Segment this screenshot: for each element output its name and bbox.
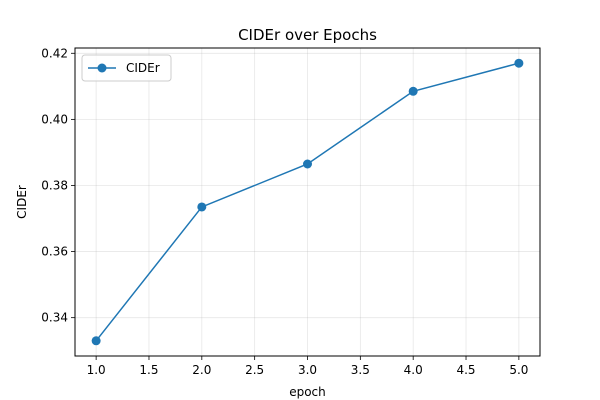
y-tick-label: 0.42 bbox=[41, 46, 68, 60]
y-tick-label: 0.34 bbox=[41, 311, 68, 325]
x-tick-label: 4.0 bbox=[404, 363, 423, 377]
x-tick-label: 2.0 bbox=[192, 363, 211, 377]
x-tick-label: 4.5 bbox=[456, 363, 475, 377]
data-point bbox=[408, 86, 418, 96]
legend-marker bbox=[97, 63, 107, 73]
x-tick-label: 1.5 bbox=[139, 363, 158, 377]
y-tick-label: 0.36 bbox=[41, 245, 68, 259]
y-axis: 0.34 0.36 0.38 0.40 0.42 bbox=[41, 46, 75, 325]
x-tick-label: 2.5 bbox=[245, 363, 264, 377]
y-tick-label: 0.38 bbox=[41, 178, 68, 192]
x-tick-label: 5.0 bbox=[509, 363, 528, 377]
legend-label: CIDEr bbox=[126, 61, 160, 75]
chart-title: CIDEr over Epochs bbox=[238, 26, 377, 44]
grid bbox=[75, 48, 540, 356]
legend: CIDEr bbox=[81, 54, 172, 82]
data-point bbox=[197, 202, 207, 212]
data-point bbox=[514, 58, 524, 68]
y-axis-title: CIDEr bbox=[15, 185, 29, 219]
x-axis-title: epoch bbox=[289, 385, 326, 399]
x-tick-label: 1.0 bbox=[87, 363, 106, 377]
data-point bbox=[91, 336, 101, 346]
x-tick-label: 3.0 bbox=[298, 363, 317, 377]
y-tick-label: 0.40 bbox=[41, 112, 68, 126]
series-layer bbox=[91, 58, 524, 346]
x-axis: 1.0 1.5 2.0 2.5 3.0 3.5 4.0 4.5 5.0 bbox=[87, 356, 528, 377]
x-tick-label: 3.5 bbox=[351, 363, 370, 377]
legend-box bbox=[81, 54, 172, 82]
data-point bbox=[303, 159, 312, 169]
